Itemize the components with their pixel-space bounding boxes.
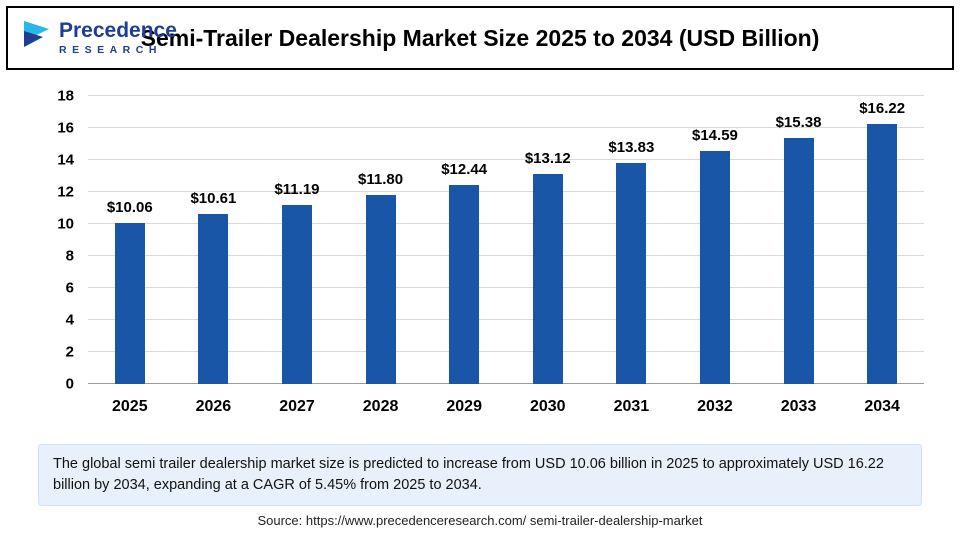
y-axis-tick-label: 8 <box>65 247 74 265</box>
gridline <box>88 287 924 288</box>
y-axis-tick-label: 0 <box>65 375 74 393</box>
y-axis-tick-label: 6 <box>65 279 74 297</box>
bar-column: $11.80 <box>339 96 423 384</box>
bar-value-label: $10.61 <box>190 190 237 208</box>
x-axis-label: 2027 <box>279 398 315 415</box>
bar <box>783 137 814 384</box>
y-axis-tick-label: 2 <box>65 343 74 361</box>
x-axis-label: 2025 <box>112 398 148 415</box>
y-axis-tick-label: 4 <box>65 311 74 329</box>
bar-chart: 0 2 4 6 8 10 12 14 16 18 $10.06 $10.61 $11.19 $11.80… <box>57 88 924 393</box>
gridline <box>88 255 924 256</box>
y-axis-tick-label: 16 <box>57 119 74 137</box>
bar <box>281 204 312 384</box>
bar-value-label: $13.12 <box>524 150 571 168</box>
bar-column: $11.19 <box>255 96 339 384</box>
bar-value-label: $11.80 <box>358 171 404 189</box>
bar-column: $12.44 <box>422 96 506 384</box>
bar-value-label: $15.38 <box>775 113 822 131</box>
x-axis-label: 2029 <box>446 398 482 415</box>
y-axis-tick-label: 12 <box>57 183 74 201</box>
logo-text: Precedence RESEARCH <box>59 18 177 57</box>
bar <box>616 162 647 384</box>
header: Semi-Trailer Dealership Market Size 2025… <box>6 6 954 70</box>
gridline <box>88 127 924 128</box>
y-axis-tick-label: 18 <box>57 87 74 105</box>
gridline <box>88 319 924 320</box>
gridline <box>88 95 924 96</box>
bar-column: $13.83 <box>590 96 674 384</box>
x-axis-label: 2031 <box>613 398 650 415</box>
bar-column: $14.59 <box>673 96 757 384</box>
bar-value-label: $14.59 <box>692 126 738 144</box>
x-axis-label: 2030 <box>529 398 566 415</box>
bar <box>867 124 898 384</box>
gridline <box>88 159 924 160</box>
summary-note: The global semi trailer dealership marke… <box>38 444 922 507</box>
gridline <box>88 351 924 352</box>
y-axis-tick-label: 10 <box>57 215 74 233</box>
bar-column: $15.38 <box>757 96 841 384</box>
logo-secondary-text: RESEARCH <box>59 44 162 57</box>
bar-value-label: $10.06 <box>106 199 153 217</box>
bar <box>365 195 396 384</box>
bar-column: $10.06 <box>88 96 172 384</box>
source-line: Source: https://www.precedenceresearch.c… <box>257 513 703 528</box>
gridline <box>88 223 924 224</box>
logo-primary-text: Precedence <box>59 18 177 42</box>
bars: $10.06 $10.61 $11.19 $11.80 $12.44 $13.12 $13.… <box>88 96 924 384</box>
precedence-research-logo: Precedence RESEARCH <box>22 18 177 57</box>
gridline <box>88 383 924 384</box>
x-axis-label: 2032 <box>697 398 733 415</box>
bar <box>198 214 229 384</box>
bar-column: $16.22 <box>840 96 924 384</box>
x-axis-label: 2028 <box>362 398 399 415</box>
bar-value-label: $11.19 <box>274 180 320 198</box>
bar-column: $10.61 <box>172 96 256 384</box>
gridline <box>88 191 924 192</box>
y-axis-tick-label: 14 <box>57 151 74 169</box>
bar <box>532 174 563 384</box>
bar-column: $13.12 <box>506 96 590 384</box>
logo-mark-icon <box>22 20 52 57</box>
bar <box>449 184 480 384</box>
bar-value-label: $13.83 <box>608 138 655 156</box>
x-axis-label: 2033 <box>780 398 817 415</box>
bar <box>699 150 730 384</box>
x-axis-label: 2026 <box>195 398 232 415</box>
page-title: Semi-Trailer Dealership Market Size 2025… <box>140 24 820 51</box>
x-axis-labels: 2025 2026 2027 2028 2029 2030 2031 2032 2033 2034 <box>88 398 924 416</box>
bar <box>114 223 145 384</box>
x-axis-label: 2034 <box>864 398 900 415</box>
bar-value-label: $12.44 <box>441 160 488 178</box>
bar-value-label: $16.22 <box>859 100 906 118</box>
